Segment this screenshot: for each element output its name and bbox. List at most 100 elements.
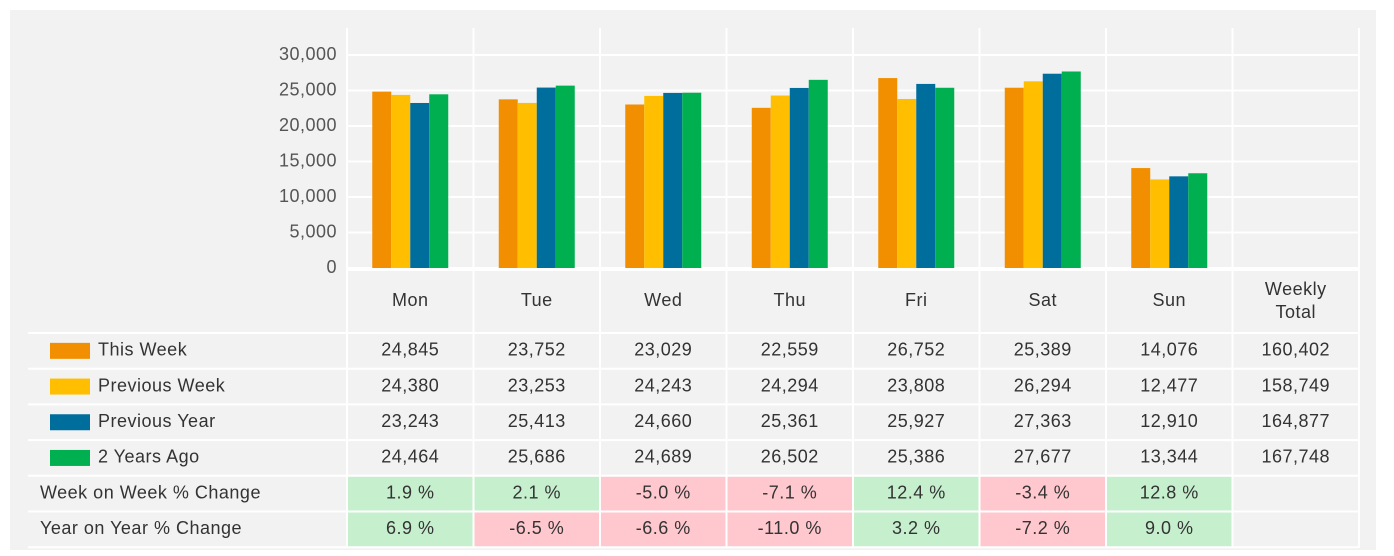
table-value: 12,910 — [1140, 411, 1198, 431]
table-value: 24,380 — [381, 375, 439, 395]
y-tick-label: 30,000 — [279, 44, 337, 64]
bar — [1042, 73, 1062, 268]
x-tick-label: Sun — [1152, 290, 1186, 310]
change-value: -3.4 % — [1015, 482, 1070, 502]
change-cell — [727, 512, 852, 547]
legend-label: This Week — [98, 340, 188, 360]
table-value: 27,363 — [1014, 411, 1072, 431]
table-value: 25,413 — [508, 411, 566, 431]
y-tick-label: 20,000 — [279, 115, 337, 135]
table-value: 23,808 — [887, 375, 945, 395]
bar — [1188, 173, 1208, 268]
change-cell — [474, 512, 599, 547]
change-cell — [980, 476, 1105, 511]
table-value: 26,502 — [761, 447, 819, 467]
table-value: 25,389 — [1014, 340, 1072, 360]
table-total: 164,877 — [1261, 411, 1330, 431]
change-cell — [348, 476, 473, 511]
table-value: 26,752 — [887, 340, 945, 360]
x-tick-label: Sat — [1028, 290, 1057, 310]
table-value: 23,029 — [634, 340, 692, 360]
total-header: Weekly Total — [1265, 279, 1327, 322]
x-tick-label: Thu — [773, 290, 806, 310]
bar — [935, 87, 955, 268]
legend-swatch — [50, 378, 90, 395]
change-value: -11.0 % — [758, 518, 822, 538]
change-value: 9.0 % — [1145, 518, 1194, 538]
bar — [1131, 168, 1151, 268]
x-tick-label: Wed — [644, 290, 682, 310]
bar — [429, 94, 449, 268]
table-value: 25,927 — [887, 411, 945, 431]
change-cell — [727, 476, 852, 511]
bar — [625, 104, 645, 268]
bar — [663, 92, 683, 268]
change-cell — [980, 512, 1105, 547]
change-value: -6.6 % — [636, 518, 691, 538]
table-value: 24,689 — [634, 447, 692, 467]
legend-swatch — [50, 414, 90, 431]
y-tick-label: 10,000 — [279, 186, 337, 206]
change-value: -7.2 % — [1015, 518, 1070, 538]
change-cell — [601, 512, 726, 547]
table-value: 14,076 — [1140, 340, 1198, 360]
bar — [751, 107, 771, 268]
table-value: 23,243 — [381, 411, 439, 431]
bar — [372, 91, 392, 269]
table-value: 25,386 — [887, 447, 945, 467]
change-cell — [1107, 476, 1232, 511]
table-value: 24,660 — [634, 411, 692, 431]
table-value: 22,559 — [761, 340, 819, 360]
x-tick-label: Mon — [392, 290, 429, 310]
bar — [682, 92, 702, 268]
bar — [1169, 176, 1189, 268]
bar — [878, 78, 898, 269]
bar — [1150, 179, 1170, 268]
bar — [536, 87, 556, 268]
table-value: 24,464 — [381, 447, 439, 467]
y-tick-label: 15,000 — [279, 150, 337, 170]
table-value: 24,243 — [634, 375, 692, 395]
bar — [391, 94, 411, 268]
bar — [808, 79, 828, 268]
change-value: 2.1 % — [512, 482, 561, 502]
x-tick-label: Tue — [521, 290, 553, 310]
legend-swatch — [50, 342, 90, 359]
table-value: 23,253 — [508, 375, 566, 395]
row-label: Week on Week % Change — [40, 482, 261, 502]
table-value: 23,752 — [508, 340, 566, 360]
legend-label: Previous Year — [98, 411, 216, 431]
change-value: 6.9 % — [386, 518, 435, 538]
table-value: 26,294 — [1014, 375, 1072, 395]
bar — [555, 85, 575, 269]
table-value: 12,477 — [1140, 375, 1198, 395]
table-value: 13,344 — [1140, 447, 1198, 467]
table-value: 25,686 — [508, 447, 566, 467]
change-value: 1.9 % — [386, 482, 435, 502]
change-value: -6.5 % — [509, 518, 564, 538]
bar — [897, 98, 917, 269]
change-value: -7.1 % — [762, 482, 817, 502]
change-value: -5.0 % — [636, 482, 691, 502]
bar — [770, 95, 790, 268]
change-cell — [474, 476, 599, 511]
table-value: 24,294 — [761, 375, 819, 395]
change-cell — [1107, 512, 1232, 547]
change-cell — [601, 476, 726, 511]
legend-label: 2 Years Ago — [98, 447, 200, 467]
bar — [1061, 71, 1081, 268]
bar — [789, 87, 809, 269]
change-cell — [854, 512, 979, 547]
table-total: 160,402 — [1261, 340, 1330, 360]
change-cell — [348, 512, 473, 547]
bar — [517, 102, 537, 268]
row-label: Year on Year % Change — [40, 518, 242, 538]
bar — [498, 99, 518, 268]
table-value: 27,677 — [1014, 447, 1072, 467]
change-value: 3.2 % — [892, 518, 941, 538]
bar — [1004, 87, 1024, 268]
x-tick-label: Fri — [905, 290, 928, 310]
change-cell — [854, 476, 979, 511]
y-tick-label: 5,000 — [289, 221, 337, 241]
